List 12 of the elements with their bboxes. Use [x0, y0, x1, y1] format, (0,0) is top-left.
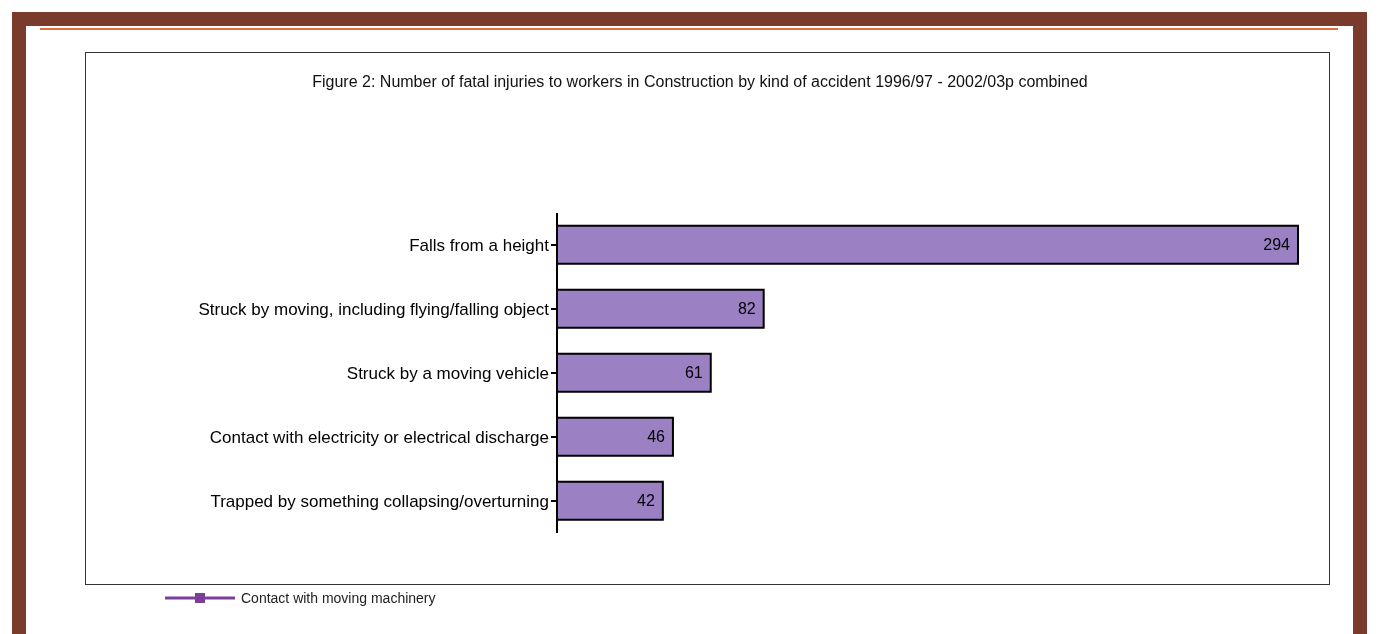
chart-title: Figure 2: Number of fatal injuries to workers in Construction by kind of accident 1996/97 - 2002/03p combined [311, 72, 1089, 92]
data-label: 42 [637, 492, 655, 510]
data-label: 61 [684, 364, 703, 382]
data-label: 46 [647, 428, 666, 446]
y-tick-label: Trapped by something collapsing/overturning [210, 492, 549, 512]
text: Contact with moving machinery [241, 590, 436, 606]
data-label: 82 [737, 300, 756, 318]
y-tick-label: Struck by a moving vehicle [346, 364, 549, 384]
y-tick-label: Struck by moving, including flying/falling object [198, 300, 550, 320]
data-label: 294 [1263, 236, 1291, 254]
y-tick-label: Contact with electricity or electrical discharge [209, 428, 549, 448]
y-tick-label: Falls from a height [409, 236, 550, 256]
